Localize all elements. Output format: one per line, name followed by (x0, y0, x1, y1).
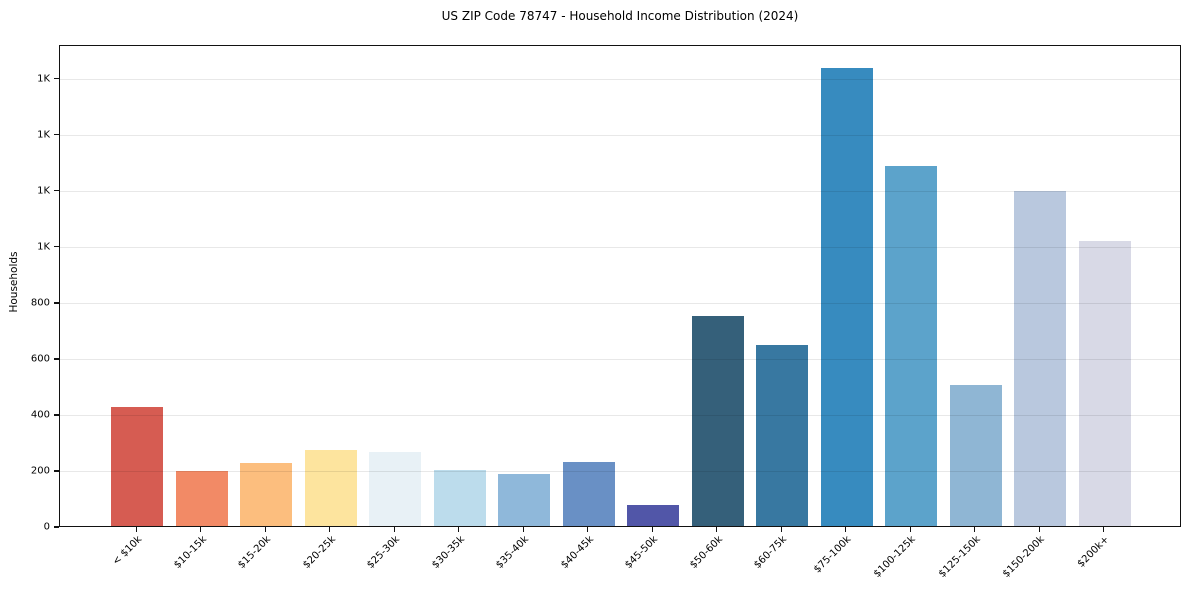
x-tick-label: $10-15k (171, 534, 209, 571)
x-tick-label: $50-60k (687, 534, 725, 571)
y-tick (54, 190, 59, 192)
y-tick (54, 302, 59, 304)
y-tick-label: 800 (30, 297, 50, 309)
y-tick-label: 1K (37, 129, 50, 141)
x-tick (780, 527, 782, 532)
bar (756, 345, 809, 526)
y-tick-label: 400 (30, 409, 50, 421)
y-tick (54, 358, 59, 360)
gridline (60, 191, 1180, 193)
x-tick-label: $100-125k (872, 534, 919, 580)
x-tick-label: $15-20k (236, 534, 274, 571)
bar (498, 474, 551, 526)
y-tick (54, 246, 59, 248)
y-tick-label: 1K (37, 241, 50, 253)
gridline (60, 135, 1180, 137)
x-tick (587, 527, 589, 532)
x-tick (716, 527, 718, 532)
x-tick (1103, 527, 1105, 532)
x-tick (522, 527, 524, 532)
bar (627, 504, 680, 526)
x-tick-label: $75-100k (812, 534, 854, 576)
y-tick (54, 133, 59, 136)
bar (949, 385, 1002, 526)
bar (240, 462, 293, 526)
y-tick (54, 414, 59, 416)
bar (433, 469, 486, 526)
bar (369, 451, 422, 526)
x-tick-label: $125-150k (936, 534, 983, 580)
gridline (60, 247, 1180, 249)
x-tick-label: $60-75k (752, 534, 790, 571)
plot-area (59, 45, 1181, 527)
x-tick-label: $40-45k (558, 534, 596, 571)
gridline (60, 79, 1180, 81)
bar (111, 406, 164, 526)
x-tick (909, 527, 911, 532)
y-tick (54, 470, 59, 472)
x-tick (458, 527, 460, 532)
x-tick (200, 527, 202, 532)
bar (175, 470, 228, 526)
bar (562, 462, 615, 526)
y-tick (54, 77, 59, 80)
x-tick (845, 527, 847, 532)
y-tick-label: 0 (43, 521, 50, 533)
x-tick-label: $150-200k (1001, 534, 1048, 580)
gridline (60, 303, 1180, 305)
y-tick-label: 600 (30, 353, 50, 365)
gridline (60, 471, 1180, 473)
gridline (60, 415, 1180, 417)
x-tick (974, 527, 976, 532)
y-tick-label: 200 (30, 465, 50, 477)
bar (1014, 190, 1067, 526)
bar (691, 315, 744, 526)
x-tick-label: $45-50k (623, 534, 661, 571)
bar (1078, 241, 1131, 526)
x-tick-label: $30-35k (429, 534, 467, 571)
bar (304, 449, 357, 526)
y-tick-label: 1K (37, 73, 50, 85)
x-tick-label: $20-25k (300, 534, 338, 571)
y-tick (54, 526, 59, 528)
x-tick (1038, 527, 1040, 532)
grid-layer (60, 46, 1180, 526)
x-tick (329, 527, 331, 532)
x-tick-label: $25-30k (365, 534, 403, 571)
y-tick-label: 1K (37, 185, 50, 197)
bar (820, 67, 873, 526)
bar (885, 165, 938, 526)
x-tick-label: $35-40k (494, 534, 532, 571)
x-tick (264, 527, 266, 532)
x-tick (135, 527, 137, 532)
chart-title: US ZIP Code 78747 - Household Income Dis… (441, 9, 799, 23)
x-tick-label: < $10k (110, 534, 145, 568)
x-tick (393, 527, 395, 532)
x-tick (651, 527, 653, 532)
gridline (60, 359, 1180, 361)
bars-layer (60, 46, 1180, 526)
x-tick-label: $200k+ (1075, 534, 1112, 570)
